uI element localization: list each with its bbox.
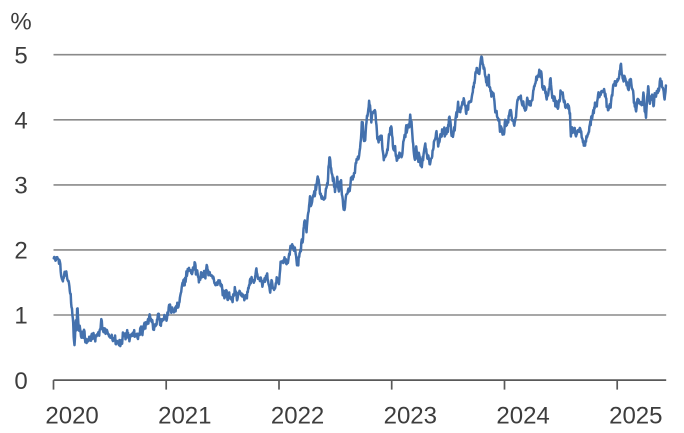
svg-text:%: % (10, 9, 31, 36)
svg-text:2022: 2022 (271, 403, 324, 430)
svg-text:2: 2 (14, 238, 27, 265)
svg-text:0: 0 (14, 368, 27, 395)
svg-text:4: 4 (14, 108, 27, 135)
svg-text:2023: 2023 (384, 403, 437, 430)
svg-text:2020: 2020 (45, 403, 98, 430)
svg-text:3: 3 (14, 173, 27, 200)
svg-text:1: 1 (14, 303, 27, 330)
svg-text:2025: 2025 (609, 403, 662, 430)
svg-text:2024: 2024 (496, 403, 549, 430)
svg-text:2021: 2021 (158, 403, 211, 430)
svg-text:5: 5 (14, 42, 27, 69)
